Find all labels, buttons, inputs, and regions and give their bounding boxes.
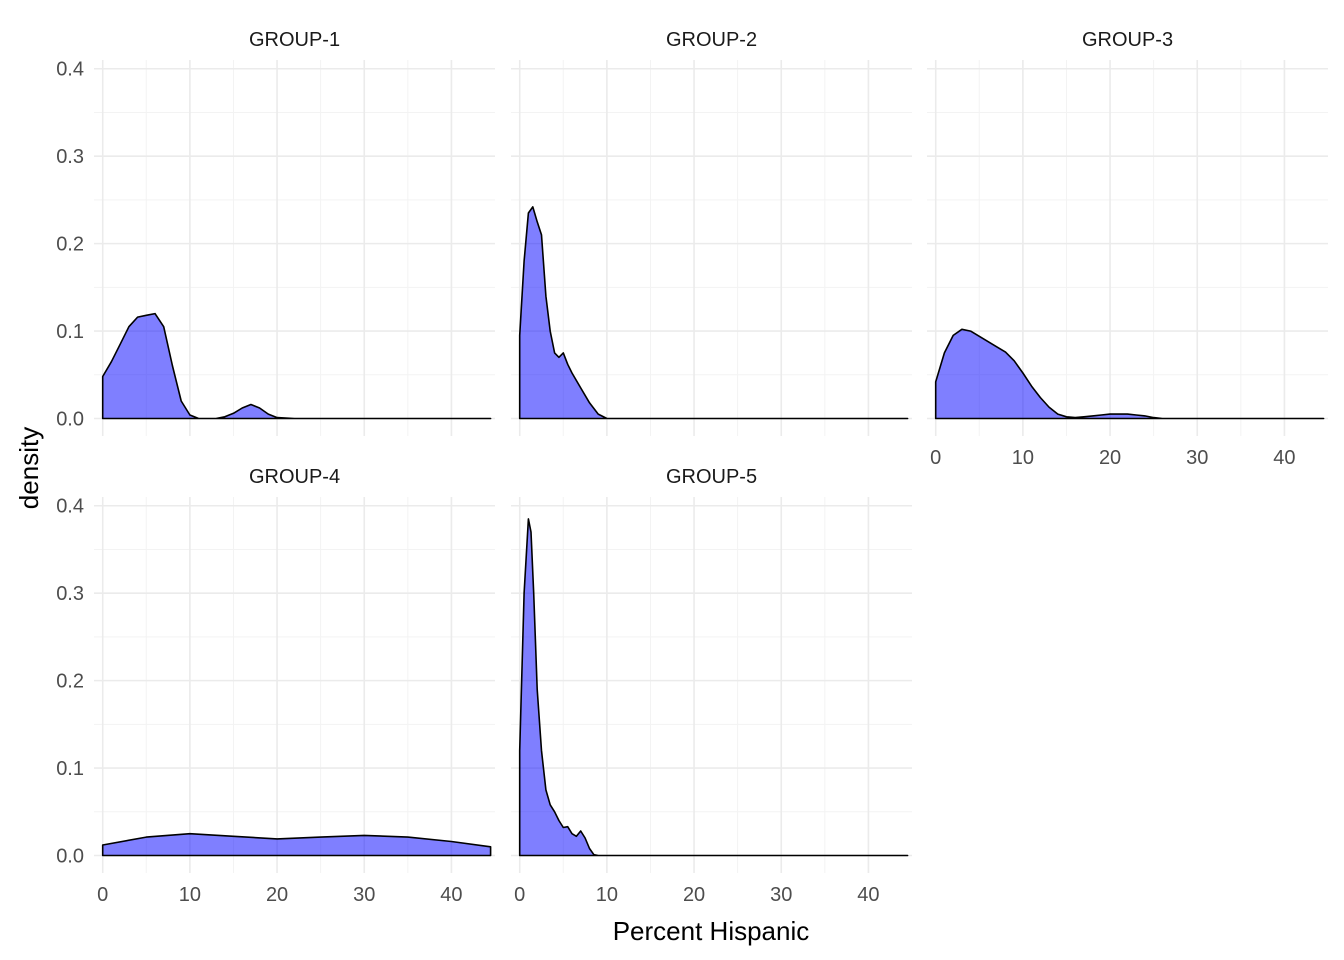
panels-layer: GROUP-1 0.0 0.1 0.2 0.3 0.4 GROUP-2 GROUP-3 0 10 2… (56, 29, 1328, 906)
x-tick-label: 20 (1099, 447, 1121, 469)
facet-panel-1: GROUP-1 0.0 0.1 0.2 0.3 0.4 (56, 29, 495, 436)
x-tick-label: 40 (857, 884, 879, 906)
density-area (101, 312, 492, 420)
y-tick-label: 0.1 (56, 321, 84, 343)
y-tick-label: 0.3 (56, 146, 84, 168)
x-tick-label: 10 (179, 884, 201, 906)
x-tick-label: 40 (1273, 447, 1295, 469)
density-area (518, 518, 909, 857)
y-tick-label: 0.4 (56, 496, 84, 518)
x-tick-label: 0 (514, 884, 525, 906)
y-tick-label: 0.4 (56, 59, 84, 81)
facet-panel-3: GROUP-3 0 10 20 30 40 (927, 29, 1328, 469)
x-tick-label: 10 (1012, 447, 1034, 469)
y-tick-label: 0.0 (56, 846, 84, 868)
x-tick-label: 30 (770, 884, 792, 906)
x-tick-label: 0 (97, 884, 108, 906)
x-tick-label: 20 (266, 884, 288, 906)
y-axis-title: density (14, 427, 44, 509)
facet-panel-2: GROUP-2 (511, 29, 912, 436)
x-tick-label: 30 (353, 884, 375, 906)
facet-title: GROUP-2 (666, 29, 757, 51)
x-tick-label: 20 (683, 884, 705, 906)
x-tick-label: 10 (596, 884, 618, 906)
facet-panel-4: GROUP-4 0.0 0.1 0.2 0.3 0.4 0 10 20 30 40 (56, 466, 495, 906)
x-tick-label: 30 (1186, 447, 1208, 469)
facet-title: GROUP-3 (1082, 29, 1173, 51)
x-axis-title: Percent Hispanic (613, 916, 810, 946)
x-tick-label: 0 (930, 447, 941, 469)
facet-title: GROUP-5 (666, 466, 757, 488)
y-tick-label: 0.2 (56, 671, 84, 693)
density-area (101, 832, 492, 857)
facet-panel-5: GROUP-5 0 10 20 30 40 (511, 466, 912, 906)
y-tick-label: 0.0 (56, 409, 84, 431)
y-tick-label: 0.2 (56, 234, 84, 256)
facet-title: GROUP-1 (249, 29, 340, 51)
y-tick-label: 0.3 (56, 583, 84, 605)
facet-title: GROUP-4 (249, 466, 340, 488)
y-tick-label: 0.1 (56, 758, 84, 780)
density-area (934, 328, 1325, 420)
x-tick-label: 40 (440, 884, 462, 906)
density-area (518, 206, 909, 420)
